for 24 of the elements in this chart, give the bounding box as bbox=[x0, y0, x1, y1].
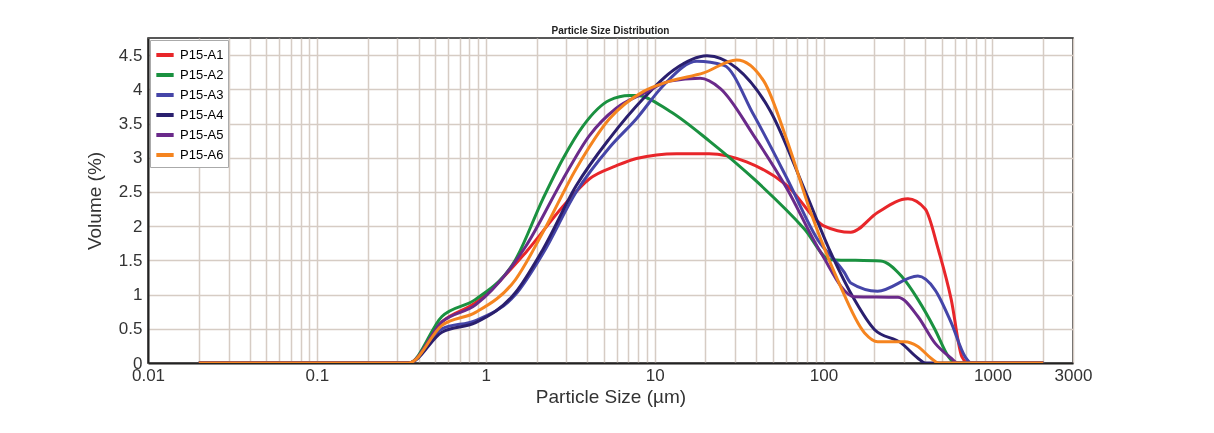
y-tick-label: 4 bbox=[133, 79, 143, 99]
legend-label: P15-A3 bbox=[180, 87, 224, 102]
y-tick-label: 3.5 bbox=[118, 114, 143, 134]
y-tick-label: 4.5 bbox=[118, 45, 143, 65]
x-tick-label: 100 bbox=[809, 365, 839, 385]
y-tick-label: 2 bbox=[133, 216, 143, 236]
legend-label: P15-A2 bbox=[180, 67, 224, 82]
legend-label: P15-A6 bbox=[180, 147, 224, 162]
x-axis-title: Particle Size (µm) bbox=[535, 385, 687, 407]
x-tick-label: 1 bbox=[481, 365, 491, 385]
legend-label: P15-A4 bbox=[180, 107, 224, 122]
y-tick-label: 2.5 bbox=[118, 182, 143, 202]
x-tick-label: 0.1 bbox=[305, 365, 330, 385]
y-axis-title: Volume (%) bbox=[83, 151, 105, 251]
y-tick-label: 1 bbox=[133, 285, 143, 305]
y-tick-label: 1.5 bbox=[118, 250, 143, 270]
y-tick-label: 0.5 bbox=[118, 319, 143, 339]
legend-label: P15-A1 bbox=[180, 47, 224, 62]
x-tick-label: 10 bbox=[645, 365, 665, 385]
chart-title: Particle Size Distribution bbox=[551, 25, 670, 36]
x-tick-label: 1000 bbox=[974, 365, 1012, 385]
x-tick-label: 3000 bbox=[1054, 365, 1093, 385]
legend-label: P15-A5 bbox=[180, 127, 224, 142]
y-tick-label: 3 bbox=[133, 148, 143, 168]
